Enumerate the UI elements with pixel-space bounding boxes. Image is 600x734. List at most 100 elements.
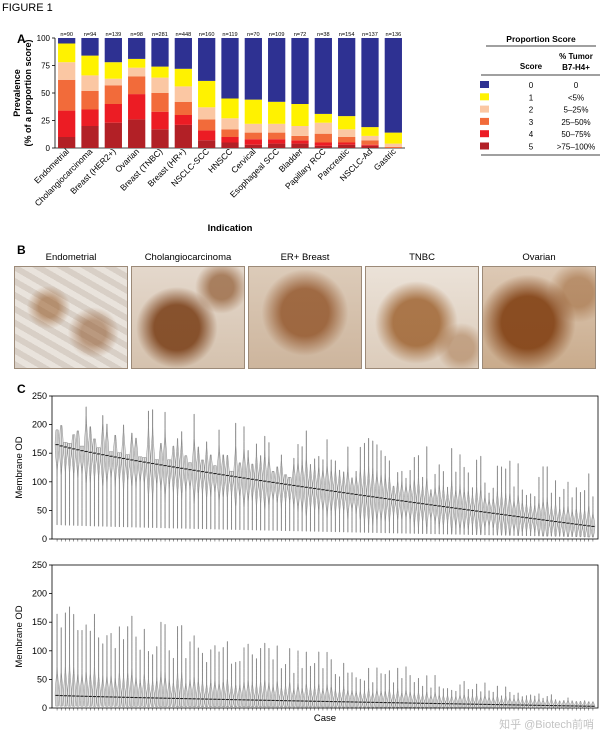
y-tick-label: 0 (42, 703, 47, 713)
y-tick-label: 250 (32, 560, 47, 570)
bar-segment-score-5 (314, 145, 332, 148)
bar-segment-score-2 (361, 135, 379, 141)
n-label: n=281 (152, 32, 168, 38)
bar-segment-score-2 (104, 78, 122, 86)
legend-swatch (480, 93, 489, 101)
bar-segment-score-1 (151, 66, 169, 78)
ihc-image (14, 266, 128, 369)
bar-segment-score-3 (151, 93, 169, 112)
n-label: n=154 (339, 32, 355, 38)
bar-segment-score-3 (58, 79, 76, 111)
x-axis-label: Indication (208, 223, 253, 234)
bar-segment-score-1 (128, 58, 146, 68)
n-label: n=160 (199, 32, 215, 38)
n-label: n=109 (269, 32, 285, 38)
bar-segment-score-0 (174, 38, 192, 69)
bar-segment-score-3 (104, 85, 122, 104)
bar-segment-score-4 (221, 137, 239, 143)
bar-segment-score-5 (198, 140, 216, 148)
bar-segment-score-1 (384, 132, 402, 144)
bar-segment-score-5 (221, 142, 239, 148)
bar-segment-score-1 (81, 55, 99, 76)
bar-segment-score-1 (314, 113, 332, 123)
bar-segment-score-3 (128, 76, 146, 95)
y-tick-label: 50 (37, 674, 47, 684)
bar-segment-score-4 (338, 142, 356, 145)
bar-segment-score-1 (338, 116, 356, 130)
bar-segment-score-2 (338, 129, 356, 137)
bar-segment-score-5 (268, 143, 286, 148)
bar-segment-score-0 (198, 38, 216, 81)
panel-b-label: B (17, 243, 26, 257)
ihc-image (482, 266, 596, 369)
legend-percent: 25–50% (561, 118, 590, 127)
bar-segment-score-0 (291, 38, 309, 104)
category-label: Gastric (372, 146, 399, 173)
legend-title: Proportion Score (506, 34, 576, 44)
y-axis-label-secondary: (% of a proportion score) (23, 39, 33, 146)
violin-plot-bottom: 0 50 100 150 200 250 Membrane OD Case (14, 560, 599, 724)
violin-plot-top: 0 50 100 150 200 250 Membrane OD (14, 391, 599, 544)
bar-segment-score-2 (151, 77, 169, 93)
bar-segment-score-2 (268, 123, 286, 133)
n-label: n=139 (105, 32, 121, 38)
ihc-image-row: Endometrial Cholangiocarcinoma ER+ Breast T… (14, 252, 598, 370)
bar-segment-score-5 (81, 126, 99, 148)
bar-segment-score-0 (268, 38, 286, 102)
y-tick-label: 100 (32, 477, 47, 487)
y-tick-label: 50 (37, 505, 47, 515)
legend-header-tumor-2: B7-H4+ (562, 63, 590, 72)
legend-score: 2 (529, 106, 534, 115)
bar-segment-score-0 (384, 38, 402, 133)
bar-segment-score-0 (81, 38, 99, 56)
n-label: n=94 (84, 32, 97, 38)
ihc-label: Ovarian (522, 252, 556, 263)
bar-segment-score-0 (244, 38, 262, 100)
y-tick-label: 100 (37, 34, 51, 43)
y-tick-label: 50 (41, 89, 50, 98)
n-label: n=137 (362, 32, 378, 38)
bar-segment-score-4 (58, 110, 76, 137)
bar-segment-score-5 (151, 129, 169, 148)
plot-frame (51, 564, 599, 709)
legend-swatch (480, 130, 489, 138)
bar-segment-score-2 (384, 143, 402, 147)
bar-segment-score-4 (81, 109, 99, 126)
ihc-image (248, 266, 362, 369)
legend-percent: 0 (574, 81, 579, 90)
legend-percent: >75–100% (557, 143, 595, 152)
bar-segment-score-1 (244, 99, 262, 124)
bar-segment-score-5 (104, 122, 122, 148)
bar-segment-score-1 (58, 43, 76, 63)
legend-score: 3 (529, 118, 534, 127)
y-tick-label: 150 (32, 617, 47, 627)
bar-segment-score-1 (291, 104, 309, 126)
bar-segment-score-2 (174, 86, 192, 102)
n-label: n=119 (222, 32, 237, 38)
y-tick-label: 0 (42, 534, 47, 544)
bar-segment-score-3 (198, 119, 216, 131)
bar-segment-score-0 (361, 38, 379, 128)
n-label: n=70 (247, 32, 260, 38)
bar-segment-score-1 (174, 68, 192, 87)
ihc-panel: ER+ Breast (248, 252, 362, 369)
y-tick-label: 150 (32, 448, 47, 458)
ihc-label: ER+ Breast (280, 252, 330, 263)
bar-segment-score-0 (128, 38, 146, 59)
bar-segment-score-0 (221, 38, 239, 99)
n-label: n=38 (317, 32, 330, 38)
bar-segment-score-3 (314, 133, 332, 143)
bar-segment-score-4 (244, 139, 262, 145)
bar-segment-score-5 (58, 137, 76, 148)
x-axis-label: Case (314, 713, 336, 724)
bar-segment-score-4 (151, 111, 169, 130)
n-label: n=448 (175, 32, 191, 38)
bar-segment-score-4 (268, 139, 286, 144)
bar-segment-score-3 (81, 90, 99, 110)
bar-segment-score-5 (361, 145, 379, 148)
legend-score: 1 (529, 93, 534, 102)
y-tick-label: 25 (41, 117, 50, 126)
bar-segment-score-3 (174, 101, 192, 115)
y-axis-label: Membrane OD (14, 605, 25, 667)
ihc-panel: Ovarian (482, 252, 596, 369)
